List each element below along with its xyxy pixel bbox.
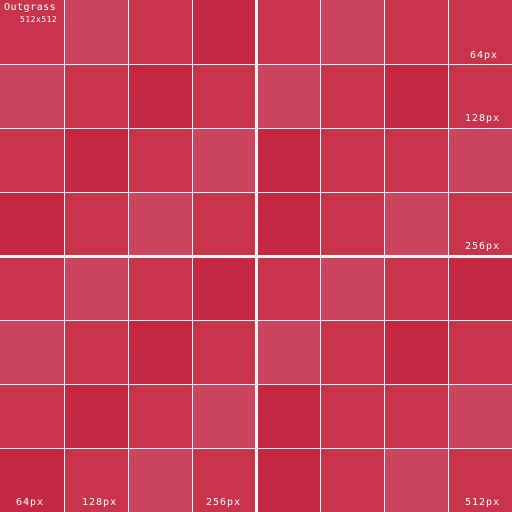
texture-tile (192, 192, 256, 256)
texture-size-label: 512x512 (20, 15, 58, 24)
texture-tile (384, 320, 448, 384)
texture-tile (64, 320, 128, 384)
texture-tile (320, 320, 384, 384)
texture-tile (256, 384, 320, 448)
texture-tile (64, 384, 128, 448)
texture-tile (192, 64, 256, 128)
scale-label-512-corner: 512px (465, 497, 501, 508)
texture-tile (384, 0, 448, 64)
scale-label-128-right: 128px (465, 113, 501, 124)
texture-tile (128, 64, 192, 128)
scale-label-128-bottom: 128px (82, 497, 118, 508)
grid-line-horizontal (0, 192, 512, 193)
texture-tile (256, 192, 320, 256)
texture-tile (64, 192, 128, 256)
texture-tile (0, 320, 64, 384)
texture-tile (384, 256, 448, 320)
texture-tile (320, 256, 384, 320)
texture-tile (128, 320, 192, 384)
texture-tile (0, 256, 64, 320)
texture-tile (0, 448, 64, 512)
texture-tile (320, 64, 384, 128)
scale-label-256-right: 256px (465, 241, 501, 252)
texture-tile (384, 128, 448, 192)
texture-tile (448, 0, 512, 64)
texture-tile (256, 448, 320, 512)
texture-tile (64, 256, 128, 320)
grid-line-horizontal (0, 384, 512, 385)
texture-tile (128, 256, 192, 320)
texture-tile (448, 64, 512, 128)
texture-tile (0, 384, 64, 448)
texture-tile (448, 256, 512, 320)
texture-tile (192, 128, 256, 192)
texture-tile (384, 64, 448, 128)
texture-tile (448, 320, 512, 384)
texture-tile (192, 0, 256, 64)
texture-tile (128, 192, 192, 256)
texture-tile (256, 128, 320, 192)
texture-tile (192, 320, 256, 384)
texture-tile (0, 0, 64, 64)
texture-tile (384, 448, 448, 512)
texture-tile (256, 256, 320, 320)
texture-tile (192, 256, 256, 320)
texture-tile (64, 448, 128, 512)
texture-tile (64, 64, 128, 128)
scale-label-256-bottom: 256px (206, 497, 242, 508)
texture-tile (0, 192, 64, 256)
grid-line-horizontal (0, 320, 512, 321)
texture-tile (448, 128, 512, 192)
scale-label-64-bottom: 64px (16, 497, 45, 508)
texture-tile (256, 320, 320, 384)
texture-title: Outgrass (4, 2, 57, 13)
texture-tile (64, 0, 128, 64)
texture-tile (320, 192, 384, 256)
texture-tile (128, 0, 192, 64)
texture-tile (320, 0, 384, 64)
grid-line-horizontal (0, 128, 512, 129)
grid-line-horizontal (0, 255, 512, 258)
texture-tile (192, 384, 256, 448)
texture-tile (128, 448, 192, 512)
texture-tile (64, 128, 128, 192)
texture-tile (0, 64, 64, 128)
grid-line-horizontal (0, 64, 512, 65)
scale-label-64-right: 64px (470, 50, 499, 61)
texture-tile (320, 448, 384, 512)
texture-tile (384, 384, 448, 448)
texture-tile (0, 128, 64, 192)
texture-tile (128, 384, 192, 448)
texture-tile (384, 192, 448, 256)
texture-tile (448, 448, 512, 512)
grid-line-horizontal (0, 448, 512, 449)
texture-tile (448, 384, 512, 448)
texture-tile (256, 64, 320, 128)
texture-tile (320, 128, 384, 192)
texture-tile (128, 128, 192, 192)
texture-tile (256, 0, 320, 64)
texture-tile (448, 192, 512, 256)
texture-tile (192, 448, 256, 512)
texture-tile (320, 384, 384, 448)
